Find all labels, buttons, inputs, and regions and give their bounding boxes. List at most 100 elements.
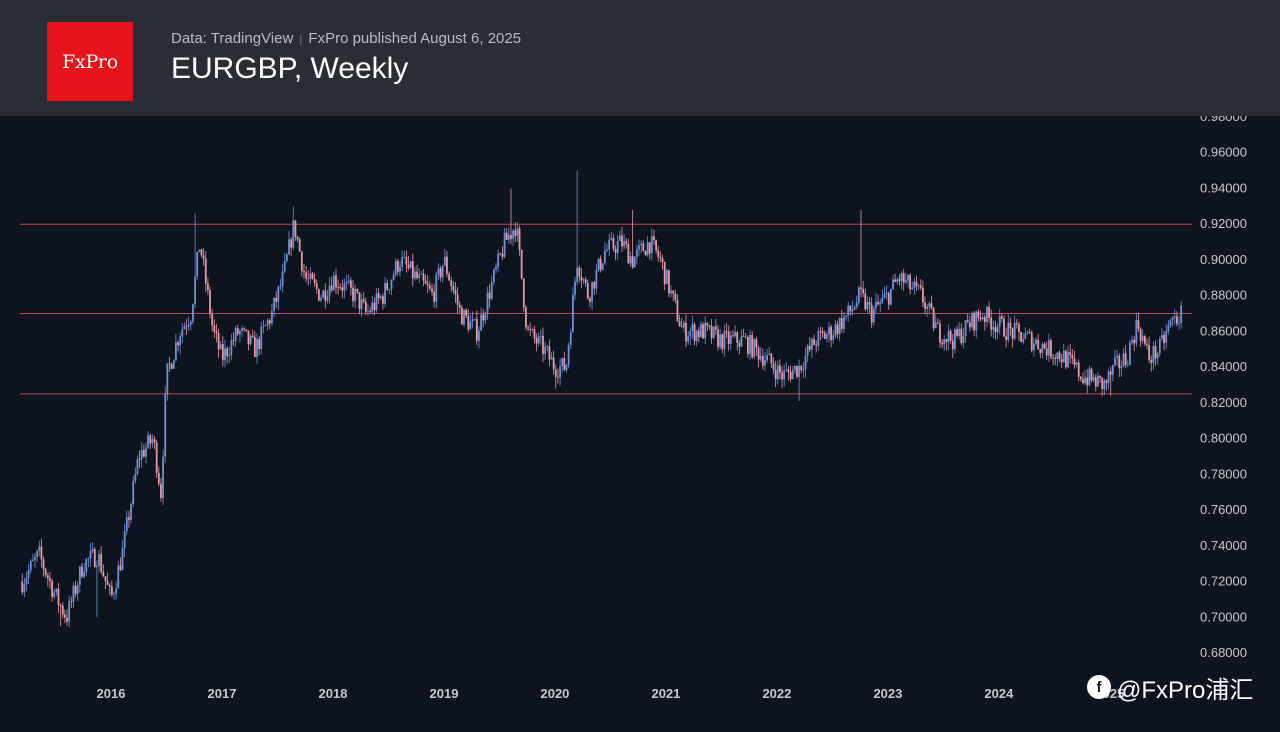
candle <box>589 296 591 308</box>
candle <box>599 255 602 273</box>
candle <box>749 329 751 360</box>
candle <box>1090 367 1093 383</box>
candle <box>862 280 865 298</box>
y-tick-label: 0.70000 <box>1200 609 1247 624</box>
candle <box>811 337 813 359</box>
candle <box>525 305 527 331</box>
candle <box>57 582 60 614</box>
candle <box>584 276 587 288</box>
candle <box>828 322 830 343</box>
candle <box>1133 336 1136 351</box>
candle <box>411 253 414 287</box>
social-account-icon: f <box>1087 675 1111 699</box>
candle <box>251 329 254 339</box>
candle <box>542 327 544 363</box>
candlestick-chart[interactable]: 0.98000 0.96000 0.94000 0.92000 0.90000 0.880… <box>0 116 1280 732</box>
candle <box>738 339 741 355</box>
candle <box>721 333 724 354</box>
candle <box>610 231 613 242</box>
candle <box>774 361 777 388</box>
candle <box>787 366 790 381</box>
candles <box>21 170 1183 628</box>
candle <box>371 295 374 315</box>
candle <box>490 275 493 301</box>
candle <box>1005 327 1008 348</box>
candle <box>72 582 75 609</box>
candle <box>616 235 619 261</box>
candle <box>475 310 478 346</box>
candle <box>796 365 798 379</box>
candle <box>817 327 820 351</box>
candle <box>309 267 312 284</box>
candle <box>78 565 81 593</box>
candle <box>132 475 135 508</box>
candle <box>29 558 32 574</box>
candle <box>793 365 796 375</box>
candle <box>668 269 670 298</box>
candle <box>367 304 369 317</box>
candle <box>802 361 805 378</box>
candle <box>836 320 839 339</box>
candle <box>1107 368 1110 390</box>
candle <box>840 310 843 333</box>
candle <box>746 335 749 359</box>
y-tick-label: 0.94000 <box>1200 180 1247 195</box>
candle <box>516 222 519 242</box>
candle <box>499 252 502 256</box>
candle <box>702 321 704 339</box>
x-axis: 2016 2017 2018 2019 2020 2021 2022 2023 2024 2025 <box>97 686 1125 701</box>
candle <box>655 239 658 254</box>
y-tick-label: 0.78000 <box>1200 466 1247 481</box>
candle <box>486 286 489 320</box>
candle <box>1015 318 1018 329</box>
candle <box>1175 311 1178 327</box>
candle <box>264 324 267 327</box>
candle <box>271 303 273 326</box>
candle <box>83 563 86 579</box>
candle <box>217 328 220 358</box>
candle <box>674 289 677 304</box>
candle <box>226 346 229 364</box>
candle <box>140 442 143 468</box>
candle <box>672 290 675 302</box>
candle <box>1173 309 1176 325</box>
candle <box>983 314 986 331</box>
candle <box>76 581 79 601</box>
candle <box>1161 327 1163 341</box>
candle <box>324 283 327 309</box>
candle <box>379 294 382 300</box>
candle <box>1124 345 1127 369</box>
candle <box>510 188 512 245</box>
candle <box>117 561 120 589</box>
candle <box>1028 328 1031 334</box>
candle <box>437 263 440 281</box>
candle <box>766 349 768 364</box>
candle <box>663 261 666 291</box>
candle <box>853 305 856 311</box>
candle <box>682 320 685 333</box>
candle <box>275 290 278 308</box>
candle <box>345 274 348 291</box>
y-tick-label: 0.90000 <box>1200 252 1247 267</box>
candle <box>582 277 585 285</box>
candle <box>102 564 105 578</box>
candle <box>1009 317 1012 336</box>
candle <box>1129 340 1131 366</box>
x-tick-label: 2024 <box>984 686 1014 701</box>
candle <box>87 557 90 568</box>
candle <box>153 435 156 450</box>
y-tick-label: 0.92000 <box>1200 216 1247 231</box>
candle <box>96 560 98 618</box>
candle <box>520 249 523 280</box>
candle <box>960 323 963 346</box>
candle <box>303 263 305 279</box>
candle <box>46 572 49 587</box>
candle <box>460 305 463 325</box>
candle <box>631 209 634 269</box>
candle <box>149 433 152 450</box>
candle <box>813 334 815 346</box>
fxpro-logo: FxPro <box>47 22 133 101</box>
candle <box>399 261 401 277</box>
candle <box>350 277 352 296</box>
candle <box>253 331 256 358</box>
